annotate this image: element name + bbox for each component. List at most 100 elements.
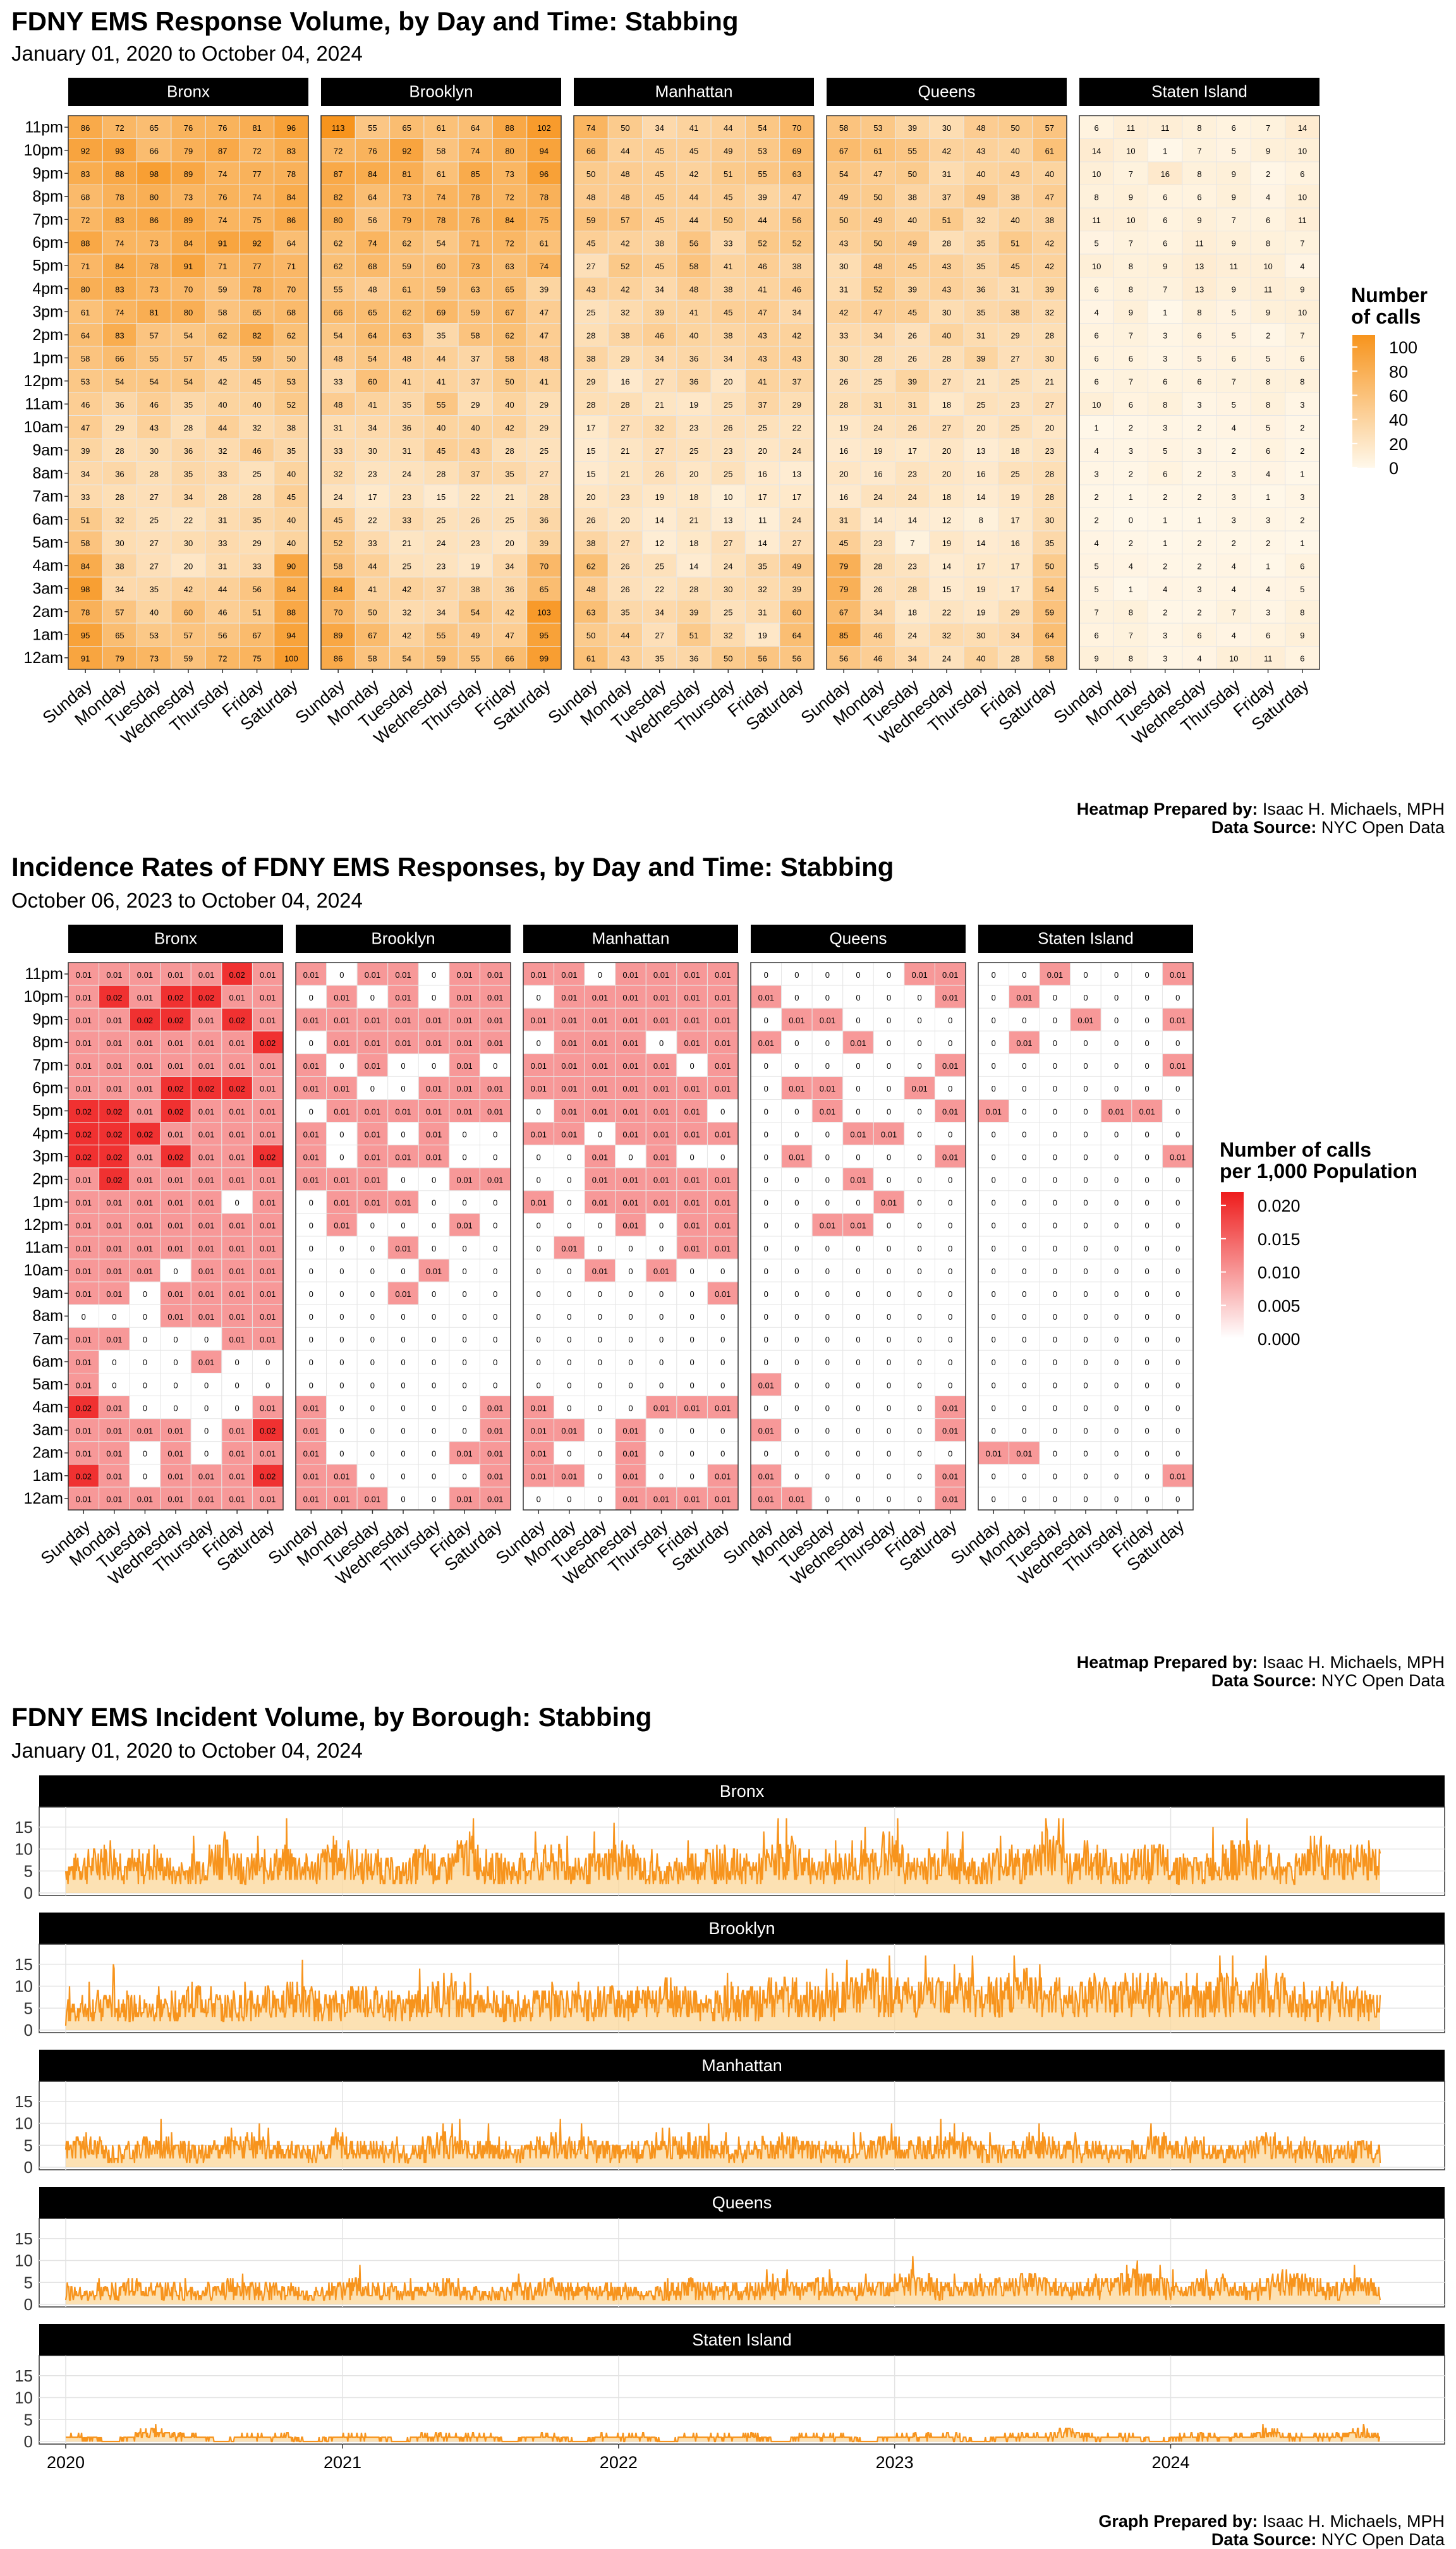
heatmap-cell	[811, 1327, 844, 1351]
cell-value: 32	[976, 216, 985, 225]
cell-value: 0	[887, 1107, 891, 1116]
cell-value: 0.01	[456, 993, 472, 1002]
cell-value: 34	[1010, 631, 1019, 640]
heatmap-cell	[750, 1030, 782, 1054]
cell-value: 27	[149, 492, 158, 502]
heatmap-cell	[205, 623, 240, 647]
heatmap-cell	[252, 1053, 284, 1077]
heatmap-cell	[136, 346, 172, 370]
cell-value: 67	[839, 147, 848, 156]
cell-value: 0.01	[942, 1107, 958, 1116]
heatmap-cell	[136, 461, 172, 485]
cell-value: 48	[873, 262, 882, 271]
heatmap-cell	[1032, 484, 1067, 508]
cell-value: 0	[659, 1289, 664, 1299]
heatmap-cell	[389, 369, 425, 393]
cell-value: 56	[689, 239, 698, 248]
hour-label: 11pm	[25, 118, 63, 136]
cell-value: 38	[115, 562, 124, 571]
heatmap-cell	[607, 392, 643, 416]
cell-value: 27	[621, 423, 629, 433]
heatmap-cell	[676, 461, 712, 485]
cell-value: 48	[621, 169, 629, 179]
cell-value: 10	[1126, 147, 1135, 156]
cell-value: 0.01	[76, 1176, 92, 1185]
cell-value: 88	[505, 123, 514, 133]
heatmap-cell	[1216, 346, 1251, 370]
cell-value: 0	[659, 1472, 664, 1481]
cell-value: 0	[1022, 1084, 1026, 1093]
cell-value: 0	[764, 1403, 768, 1413]
cell-value: 25	[505, 516, 514, 525]
cell-value: 94	[540, 147, 549, 156]
heatmap-cell	[895, 115, 930, 139]
heatmap-cell	[615, 1487, 646, 1511]
cell-value: 35	[184, 470, 193, 479]
cell-value: 62	[334, 239, 343, 248]
heatmap-cell	[389, 207, 425, 231]
heatmap-cell	[252, 1145, 284, 1169]
cell-value: 6	[1129, 354, 1133, 363]
cell-value: 84	[184, 239, 193, 248]
heatmap-cell	[895, 185, 930, 209]
cell-value: 0	[1053, 1061, 1057, 1071]
cell-value: 65	[368, 308, 377, 317]
cell-value: 15	[586, 470, 595, 479]
cell-value: 23	[907, 470, 916, 479]
cell-value: 50	[621, 123, 629, 133]
heatmap-cell	[1148, 231, 1183, 255]
cell-value: 2	[1129, 470, 1133, 479]
cell-value: 0	[82, 1312, 86, 1322]
heatmap-cell	[1162, 1099, 1194, 1123]
heatmap-cell	[1285, 508, 1320, 532]
hour-label: 1am	[32, 626, 63, 643]
cell-value: 42	[505, 423, 514, 433]
heatmap-cell	[160, 1030, 191, 1054]
cell-value: 0.01	[758, 1426, 774, 1435]
cell-value: 25	[252, 470, 261, 479]
cell-value: 0	[992, 970, 996, 980]
hour-label: 1am	[32, 1467, 63, 1485]
heatmap-cell	[554, 962, 585, 986]
cell-value: 0	[992, 1129, 996, 1139]
cell-value: 24	[873, 492, 882, 502]
cell-value: 0.01	[365, 1061, 380, 1071]
cell-value: 0.01	[365, 1038, 380, 1048]
cell-value: 0.01	[229, 1061, 245, 1071]
cell-value: 1	[1300, 470, 1304, 479]
cell-value: 3	[1300, 492, 1304, 502]
cell-value: 0.01	[167, 1176, 183, 1185]
cell-value: 45	[218, 354, 227, 363]
heatmap-cell	[978, 1304, 1010, 1328]
cell-value: 0.01	[622, 1495, 638, 1504]
cell-value: 38	[1010, 193, 1019, 202]
legend-tick-label: 100	[1389, 338, 1417, 357]
cell-value: 45	[655, 262, 664, 271]
heatmap-cell	[99, 1487, 130, 1511]
cell-value: 24	[907, 631, 916, 640]
cell-value: 34	[655, 354, 664, 363]
heatmap-cell	[811, 1053, 844, 1077]
cell-value: 35	[184, 400, 193, 410]
heatmap-cell	[934, 1327, 966, 1351]
cell-value: 24	[334, 492, 343, 502]
cell-value: 0	[992, 1289, 996, 1299]
cell-value: 4	[1197, 654, 1201, 664]
cell-value: 0.01	[426, 1107, 442, 1116]
cell-value: 37	[471, 470, 480, 479]
cell-value: 6	[1129, 400, 1133, 410]
heatmap-cell	[1162, 1373, 1194, 1397]
heatmap-cell	[1039, 1099, 1071, 1123]
cell-value: 0	[112, 1380, 116, 1390]
y-tick-label: 10	[15, 1840, 33, 1859]
cell-value: 0	[339, 1403, 344, 1413]
cell-value: 0.01	[684, 1244, 700, 1253]
heatmap-cell	[873, 1304, 905, 1328]
cell-value: 73	[149, 654, 158, 664]
cell-value: 0	[659, 1335, 664, 1344]
cell-value: 63	[586, 608, 595, 617]
heatmap-cell	[676, 323, 712, 347]
cell-value: 34	[655, 123, 664, 133]
cell-value: 19	[976, 585, 985, 594]
cell-value: 26	[907, 423, 916, 433]
